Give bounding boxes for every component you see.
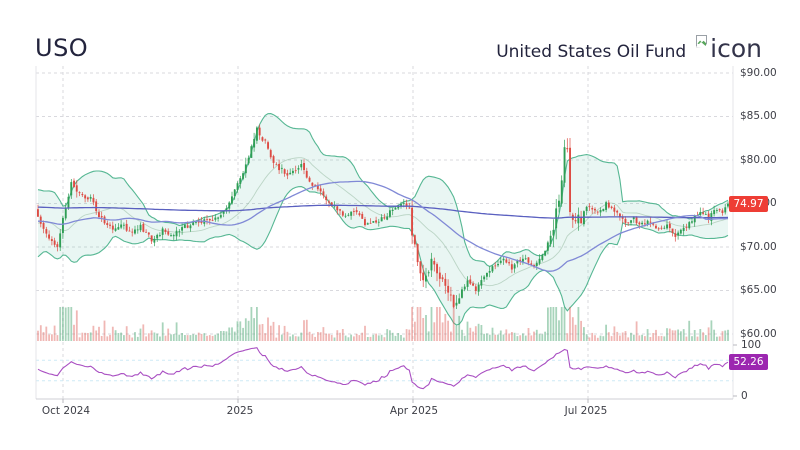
symbol-title: USO xyxy=(35,34,89,62)
rsi-axis-label-0: 0 xyxy=(741,389,748,402)
logo: icon xyxy=(695,34,762,63)
price-axis-label-65: $65.00 xyxy=(740,283,777,296)
price-axis-label-90: $90.00 xyxy=(740,66,777,79)
price-axis-label-85: $85.00 xyxy=(740,109,777,122)
fund-name: United States Oil Fund xyxy=(496,42,687,62)
x-axis-label-oct-2024: Oct 2024 xyxy=(41,405,91,417)
price-axis-label-80: $80.00 xyxy=(740,153,777,166)
broken-image-icon xyxy=(696,35,709,48)
x-axis-label-2025: 2025 xyxy=(226,405,254,417)
x-axis-label-apr-2025: Apr 2025 xyxy=(389,405,439,417)
header-right: United States Oil Fund icon xyxy=(496,34,762,63)
price-axis-label-70: $70.00 xyxy=(740,240,777,253)
logo-alt-text: icon xyxy=(710,34,762,63)
last-price-badge: 74.97 xyxy=(729,195,768,212)
rsi-value-badge: 52.26 xyxy=(729,354,768,371)
rsi-axis-label-100: 100 xyxy=(741,338,762,351)
price-axis-label-60: $60.00 xyxy=(740,327,777,340)
x-axis-label-jul-2025: Jul 2025 xyxy=(564,405,608,417)
